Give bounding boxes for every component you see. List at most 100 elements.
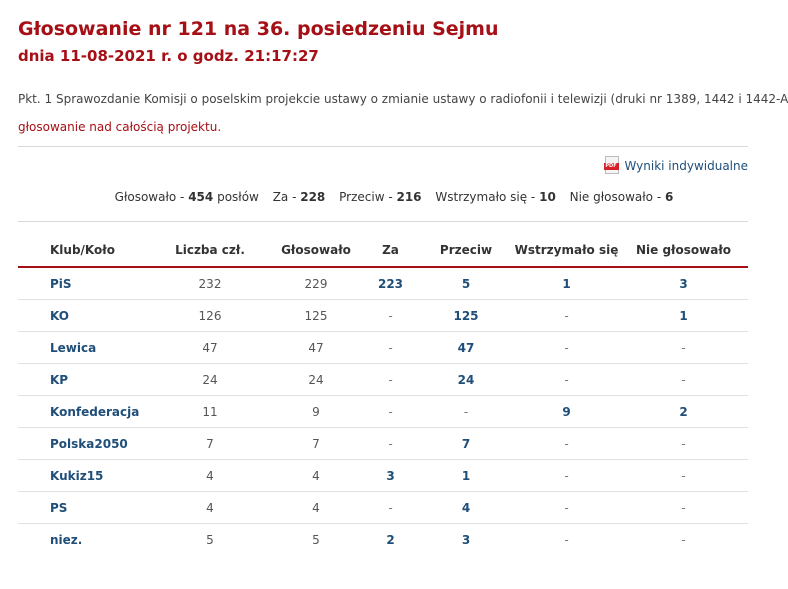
column-header-wstrzymalo: Wstrzymało się [514,233,619,268]
divider [18,221,748,222]
cell-przeciw[interactable]: 3 [461,532,471,547]
cell-przeciw[interactable]: 125 [418,299,514,332]
vote-summary: Głosowało - 454 posłów Za - 228 Przeciw … [0,190,788,204]
cell-club-name[interactable]: Polska2050 [18,427,151,460]
cell-przeciw[interactable]: 7 [418,427,514,460]
cell-za[interactable]: 223 [363,267,418,300]
table-row: Polska2050 7 7-7- - [18,427,748,460]
table-row: PiS 232 229 223 5 1 3 [18,267,748,300]
cell-voted: 24 [269,363,363,396]
pdf-icon: PDF [603,156,619,175]
cell-nie-glosowalo[interactable]: 3 [619,267,748,300]
page-title: Głosowanie nr 121 na 36. posiedzeniu Sej… [18,18,499,40]
column-header-przeciw: Przeciw [418,233,514,268]
cell-club-name[interactable]: KO [18,299,151,332]
summary-wstrzymalo-value: 10 [539,190,556,204]
cell-members: 47 [151,331,269,364]
summary-voted-unit: posłów [217,190,259,204]
agenda-point-text: Pkt. 1 Sprawozdanie Komisji o poselskim … [18,92,788,106]
cell-voted: 229 [269,267,363,300]
cell-przeciw[interactable]: 5 [418,267,514,300]
cell-members: 5 [206,532,214,547]
cell-voted: 4 [269,459,363,492]
cell-przeciw[interactable]: 24 [418,363,514,396]
summary-przeciw-label: Przeciw - [339,190,393,204]
cell-members: 232 [151,267,269,300]
summary-nie-glosowalo-value: 6 [665,190,674,204]
results-table: Klub/Koło Liczba czł. Głosowało Za Przec… [18,233,748,555]
summary-za-value: 228 [300,190,326,204]
summary-wstrzymalo-label: Wstrzymało się - [435,190,536,204]
cell-za[interactable]: 3 [363,459,418,492]
cell-przeciw[interactable]: 4 [418,491,514,524]
cell-za: - [363,395,418,428]
cell-za: - [363,427,418,460]
column-header-club: Klub/Koło [18,233,151,268]
cell-wstrzymalo[interactable]: 1 [514,267,619,300]
cell-nie-glosowalo[interactable]: 1 [619,299,748,332]
cell-members: 4 [151,491,269,524]
cell-club-name[interactable]: Lewica [18,331,151,364]
cell-za: - [363,331,418,364]
cell-club-name[interactable]: niez. [50,532,83,547]
summary-nie-glosowalo-label: Nie głosowało - [569,190,662,204]
summary-voted-value: 454 [188,190,214,204]
individual-results-pdf-link[interactable]: PDF Wyniki indywidualne [603,156,749,175]
column-header-za: Za [363,233,418,268]
summary-przeciw-value: 216 [396,190,422,204]
cell-przeciw[interactable]: 47 [418,331,514,364]
cell-nie-glosowalo: - [681,532,686,547]
cell-wstrzymalo: - [514,427,619,460]
cell-voted: 7 [269,427,363,460]
cell-przeciw: - [418,395,514,428]
cell-za: - [363,491,418,524]
cell-nie-glosowalo[interactable]: 2 [619,395,748,428]
cell-members: 126 [151,299,269,332]
cell-przeciw[interactable]: 1 [418,459,514,492]
cell-nie-glosowalo: - [619,491,748,524]
table-row: Kukiz15 4 4 3 1- - [18,459,748,492]
cell-club-name[interactable]: Kukiz15 [18,459,151,492]
cell-voted: 9 [269,395,363,428]
cell-wstrzymalo: - [514,363,619,396]
vote-date-subtitle: dnia 11-08-2021 r. o godz. 21:17:27 [18,47,319,65]
cell-za[interactable]: 2 [386,532,395,547]
cell-club-name[interactable]: KP [18,363,151,396]
cell-voted: 47 [269,331,363,364]
divider [18,146,748,147]
summary-za-label: Za - [272,190,297,204]
cell-nie-glosowalo: - [619,459,748,492]
cell-members: 7 [151,427,269,460]
cell-voted: 5 [312,532,320,547]
cell-wstrzymalo: - [514,459,619,492]
cell-za: - [363,299,418,332]
cell-club-name[interactable]: Konfederacja [18,395,151,428]
cell-nie-glosowalo: - [619,363,748,396]
cell-wstrzymalo: - [514,491,619,524]
column-header-nie-glosowalo: Nie głosowało [619,233,748,268]
table-header-row: Klub/Koło Liczba czł. Głosowało Za Przec… [18,233,748,268]
table-row: Konfederacja 11 9- -9 2 [18,395,748,428]
table-row: PS 4 4-4- - [18,491,748,524]
cell-members: 4 [151,459,269,492]
column-header-voted: Głosowało [269,233,363,268]
summary-voted-label: Głosowało - [114,190,185,204]
cell-members: 11 [151,395,269,428]
cell-wstrzymalo[interactable]: 9 [514,395,619,428]
cell-club-name[interactable]: PiS [18,267,151,300]
column-header-members: Liczba czł. [151,233,269,268]
individual-results-label: Wyniki indywidualne [624,158,749,173]
cell-wstrzymalo: - [514,299,619,332]
cell-members: 24 [151,363,269,396]
cell-nie-glosowalo: - [619,331,748,364]
vote-description: głosowanie nad całością projektu. [18,120,222,134]
cell-wstrzymalo: - [514,331,619,364]
table-row: Lewica 47 47-47- - [18,331,748,364]
cell-club-name[interactable]: PS [18,491,151,524]
cell-za: - [363,363,418,396]
cell-wstrzymalo: - [564,532,569,547]
table-row: niez. 5 5 2 3 - - [18,524,748,556]
table-row: KO 126 125-125-1 [18,299,748,332]
cell-nie-glosowalo: - [619,427,748,460]
cell-voted: 4 [269,491,363,524]
